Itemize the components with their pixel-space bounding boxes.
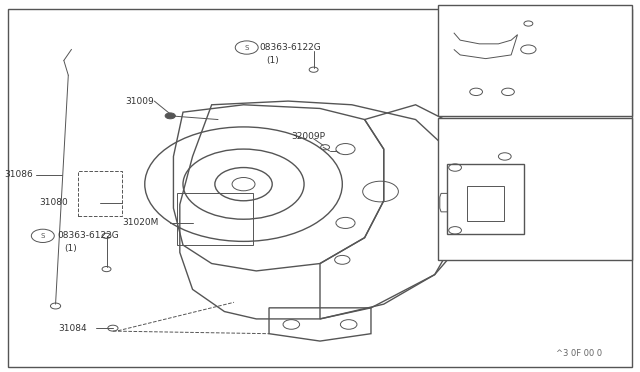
Text: 32009P: 32009P	[291, 132, 325, 141]
Text: S: S	[244, 45, 249, 51]
Text: 31037: 31037	[537, 67, 565, 76]
Bar	[177, 193, 253, 245]
Text: 31036: 31036	[483, 141, 511, 150]
Bar	[447, 164, 524, 234]
Bar	[438, 118, 632, 260]
Text: 31185E: 31185E	[442, 241, 477, 250]
Text: 31080: 31080	[40, 198, 68, 207]
Text: (1): (1)	[64, 244, 77, 253]
Text: ^3 0F 00 0: ^3 0F 00 0	[556, 350, 602, 359]
Text: 31185D: 31185D	[447, 128, 483, 137]
Text: 31086: 31086	[4, 170, 33, 179]
Text: 08363-6122G: 08363-6122G	[58, 231, 119, 240]
Text: 31020M: 31020M	[122, 218, 159, 227]
Text: (1): (1)	[266, 56, 278, 65]
Text: 31185IA: 31185IA	[447, 21, 485, 30]
Text: S: S	[40, 233, 45, 239]
Text: 31009: 31009	[125, 97, 154, 106]
Bar	[467, 186, 504, 221]
Bar	[438, 5, 632, 116]
Bar	[78, 171, 122, 215]
Text: 08363-6122G: 08363-6122G	[259, 43, 321, 52]
Circle shape	[165, 113, 175, 119]
Text: 31084: 31084	[59, 324, 88, 333]
